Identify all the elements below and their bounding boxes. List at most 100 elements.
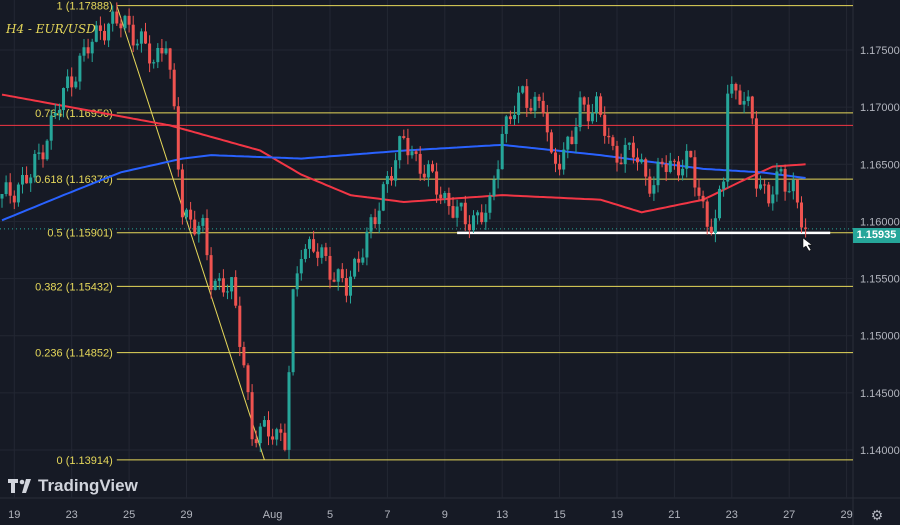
candle	[754, 111, 758, 197]
candle	[66, 69, 70, 92]
candle	[250, 384, 254, 446]
candle-body	[480, 212, 484, 223]
time-tick-label: 23	[726, 509, 738, 521]
candle	[299, 249, 303, 281]
candle	[344, 268, 348, 303]
candle	[713, 209, 717, 243]
candle	[431, 160, 434, 173]
candle	[414, 149, 418, 162]
tradingview-logo[interactable]: TradingView	[8, 476, 138, 496]
price-tick-label: 1.14500	[860, 388, 900, 400]
candle	[53, 103, 57, 119]
candle	[484, 204, 488, 230]
candle-body	[640, 159, 644, 163]
chart-title: H4 - EUR/USD	[6, 22, 96, 36]
time-tick-label: 9	[442, 509, 448, 521]
candle-body	[451, 206, 455, 218]
candle-body	[373, 217, 377, 225]
candle-body	[648, 176, 652, 194]
candle	[775, 163, 779, 202]
candle-body	[303, 248, 307, 259]
candle-body	[328, 255, 332, 280]
candle	[205, 209, 209, 261]
candle-body	[443, 192, 447, 199]
candle-body	[385, 175, 389, 185]
candle	[406, 128, 410, 165]
candle	[148, 35, 152, 73]
candle	[549, 129, 553, 154]
candle	[492, 175, 496, 201]
candle-body	[324, 247, 328, 256]
candle-body	[78, 55, 82, 82]
candle	[357, 251, 361, 272]
candle-body	[226, 291, 229, 293]
moving-average-line-1	[1, 93, 806, 214]
candle	[791, 172, 795, 200]
price-tick-label: 1.17500	[860, 45, 900, 57]
candle-body	[709, 226, 713, 234]
candle	[82, 39, 86, 62]
last-price-badge: 1.15935	[853, 228, 900, 243]
candle	[664, 155, 668, 182]
candle	[726, 84, 730, 189]
candle	[640, 153, 644, 164]
candle	[566, 135, 570, 159]
candle-body	[246, 365, 250, 393]
candle	[517, 86, 521, 124]
candle	[226, 284, 229, 300]
candle	[139, 28, 143, 53]
candle	[672, 158, 676, 170]
candle-body	[279, 429, 283, 433]
candle	[476, 210, 480, 225]
candle-body	[570, 136, 574, 145]
candle-body	[513, 114, 516, 120]
candle	[279, 423, 283, 442]
candle-body	[656, 161, 660, 186]
candle-body	[504, 116, 508, 134]
candle	[545, 104, 549, 142]
candle	[599, 93, 603, 118]
candle-body	[804, 227, 808, 229]
candle	[800, 196, 803, 233]
candle-body	[500, 133, 504, 170]
candle-body	[361, 257, 365, 263]
candle	[49, 109, 53, 150]
candle	[201, 214, 205, 232]
candle-body	[0, 194, 4, 199]
candle	[451, 196, 455, 219]
time-axis: 19 23 25 29 Aug 5 7 9 13 15 19 21 23 27 29	[8, 509, 853, 521]
candle-body	[312, 239, 316, 252]
candle	[779, 166, 783, 175]
candle	[660, 158, 664, 168]
candle	[168, 47, 172, 79]
candle-body	[426, 164, 430, 178]
candle-body	[139, 31, 143, 44]
candle-body	[283, 432, 287, 450]
fib-level-label: 0.236 (1.14852)	[35, 348, 113, 360]
candle	[230, 277, 234, 300]
candle-body	[242, 346, 246, 366]
candle-body	[406, 137, 410, 156]
candle-body	[701, 195, 705, 202]
candle-body	[160, 48, 164, 54]
candle-body	[271, 436, 275, 440]
settings-icon[interactable]: ⚙	[870, 507, 884, 523]
candle-body	[439, 194, 443, 199]
candle	[455, 199, 459, 227]
candle	[562, 142, 566, 175]
candle	[180, 163, 184, 225]
candle	[291, 288, 295, 376]
candle	[394, 153, 398, 187]
candle	[209, 247, 213, 299]
candle-body	[344, 278, 348, 296]
candle-body	[677, 161, 680, 176]
candle	[504, 114, 508, 143]
candle	[119, 17, 123, 38]
candle-body	[783, 169, 787, 192]
price-tick-label: 1.17000	[860, 102, 900, 114]
candle	[197, 221, 201, 243]
candle	[750, 95, 754, 125]
candle	[86, 38, 90, 59]
candle	[689, 150, 693, 158]
